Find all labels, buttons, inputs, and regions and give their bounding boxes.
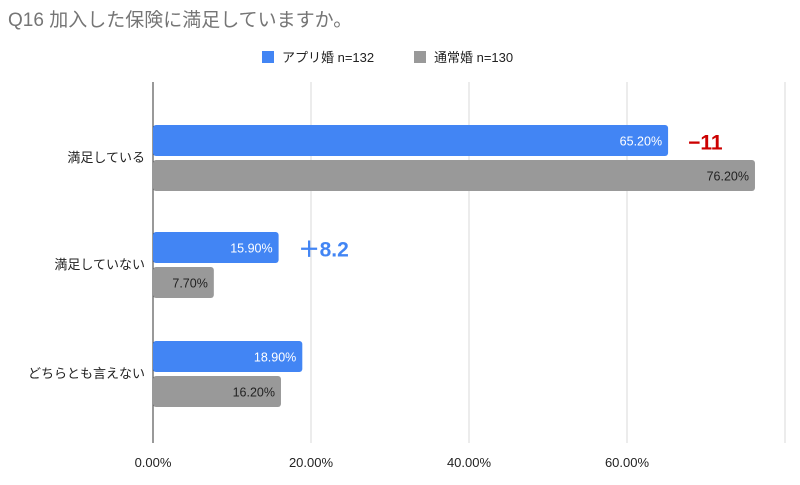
data-label: 16.20% — [233, 386, 275, 400]
data-label: 18.90% — [254, 351, 296, 365]
data-label: 15.90% — [230, 242, 272, 256]
bar — [153, 341, 303, 372]
category-label: 満足していない — [54, 257, 145, 272]
bar — [153, 232, 279, 263]
legend-swatch — [414, 51, 426, 63]
data-label: 76.20% — [707, 170, 749, 184]
bar — [153, 267, 214, 298]
difference-annotation: −11 — [688, 132, 723, 155]
category-label: どちらとも言えない — [28, 366, 145, 381]
labels: 0.00% 20.00% 40.00% 60.00% 満足している 65.20% 76.20… — [28, 132, 749, 471]
bar — [153, 376, 281, 407]
difference-annotation: ＋8.2 — [299, 239, 349, 262]
legend-label: アプリ婚 n=132 — [282, 50, 374, 65]
bar — [153, 125, 669, 156]
x-tick-label: 40.00% — [447, 455, 492, 470]
bar — [153, 160, 755, 191]
chart-title: Q16 加入した保険に満足していますか。 — [8, 9, 352, 31]
bars — [153, 125, 755, 407]
x-tick-label: 0.00% — [135, 455, 172, 470]
data-label: 65.20% — [620, 135, 662, 149]
x-tick-label: 20.00% — [289, 455, 334, 470]
data-label: 7.70% — [172, 277, 207, 291]
legend-label: 通常婚 n=130 — [434, 50, 513, 65]
legend: アプリ婚 n=132 通常婚 n=130 — [262, 50, 513, 65]
legend-swatch — [262, 51, 274, 63]
x-tick-label: 60.00% — [605, 455, 650, 470]
category-label: 満足している — [67, 150, 145, 165]
